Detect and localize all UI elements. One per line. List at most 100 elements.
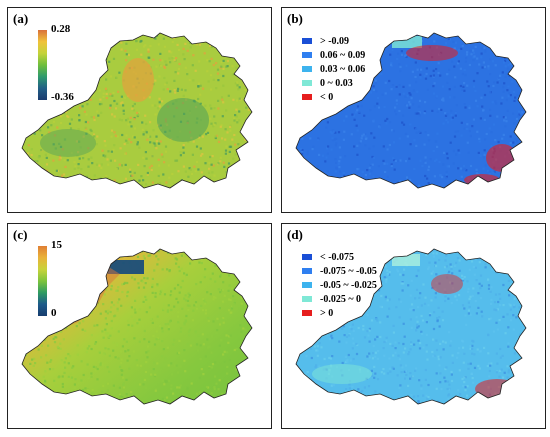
map-speckle — [225, 380, 228, 383]
map-speckle — [232, 170, 235, 173]
map-speckle — [205, 249, 208, 251]
map-speckle — [81, 33, 84, 34]
map-speckle — [102, 303, 105, 306]
map-speckle — [81, 105, 84, 108]
map-speckle — [334, 131, 337, 134]
legend-text: < 0 — [320, 91, 334, 103]
map-speckle — [107, 402, 110, 404]
map-speckle — [472, 56, 475, 59]
map-speckle — [371, 402, 374, 404]
map-speckle — [453, 96, 456, 99]
map-speckle — [515, 117, 519, 121]
map-speckle — [93, 135, 96, 138]
map-speckle — [356, 144, 359, 147]
map-speckle — [253, 183, 255, 185]
map-speckle — [515, 96, 518, 99]
map-speckle — [385, 249, 389, 253]
map-speckle — [355, 124, 358, 127]
map-speckle — [474, 300, 477, 303]
map-speckle — [70, 403, 73, 404]
map-speckle — [498, 251, 501, 254]
map-speckle — [472, 85, 476, 88]
map-speckle — [243, 369, 246, 373]
map-speckle — [235, 368, 238, 371]
map-speckle — [489, 108, 492, 111]
map-speckle — [161, 155, 164, 158]
map-speckle — [46, 361, 49, 364]
map-speckle — [45, 320, 48, 323]
map-speckle — [180, 254, 183, 257]
map-speckle — [333, 138, 336, 141]
map-speckle — [181, 279, 184, 283]
map-speckle — [418, 130, 421, 133]
map-speckle — [178, 351, 181, 354]
map-speckle — [460, 121, 463, 124]
map-speckle — [228, 358, 231, 362]
map-speckle — [68, 394, 71, 397]
map-speckle — [76, 154, 79, 157]
map-speckle — [107, 398, 110, 401]
map-speckle — [57, 251, 60, 254]
map-speckle — [377, 289, 381, 292]
map-speckle — [171, 294, 174, 297]
map-speckle — [461, 44, 464, 48]
map-speckle — [160, 289, 163, 292]
map-speckle — [96, 401, 99, 404]
map-speckle — [87, 66, 90, 69]
map-speckle — [465, 169, 468, 172]
map-speckle — [166, 251, 170, 254]
map-speckle — [187, 175, 190, 178]
map-speckle — [392, 141, 396, 144]
map-speckle — [44, 321, 47, 324]
map-speckle — [315, 349, 318, 352]
map-speckle — [196, 349, 200, 352]
map-speckle — [239, 261, 242, 264]
map-speckle — [28, 99, 31, 102]
map-speckle — [85, 276, 88, 279]
map-speckle — [231, 40, 234, 43]
map-speckle — [238, 307, 241, 310]
map-speckle — [165, 396, 169, 399]
map-speckle — [416, 407, 418, 409]
map-speckle — [508, 294, 511, 297]
map-speckle — [310, 389, 313, 392]
map-speckle — [471, 352, 474, 355]
map-speckle — [234, 153, 237, 156]
map-speckle — [141, 280, 144, 283]
map-speckle — [239, 75, 242, 78]
map-speckle — [330, 132, 333, 135]
legend-item: 0.03 ~ 0.06 — [302, 62, 365, 76]
map-speckle — [29, 340, 32, 343]
map-speckle — [123, 402, 126, 404]
map-speckle — [210, 163, 213, 166]
map-speckle — [19, 120, 21, 122]
map-speckle — [228, 335, 231, 338]
map-speckle — [227, 289, 230, 292]
map-speckle — [213, 387, 216, 391]
map-speckle — [378, 124, 381, 127]
map-speckle — [444, 291, 447, 294]
map-speckle — [72, 287, 75, 290]
map-speckle — [214, 38, 217, 41]
map-speckle — [252, 336, 254, 338]
map-speckle — [315, 112, 318, 115]
map-speckle — [504, 47, 507, 50]
map-speckle — [437, 62, 440, 65]
map-speckle — [305, 112, 308, 115]
map-speckle — [296, 309, 297, 313]
map-speckle — [303, 115, 307, 118]
map-speckle — [135, 48, 138, 51]
map-speckle — [398, 298, 401, 301]
map-speckle — [208, 161, 211, 165]
map-speckle — [47, 186, 50, 188]
map-speckle — [119, 365, 122, 368]
legend-swatch — [302, 66, 312, 72]
map-speckle — [507, 371, 510, 374]
map-speckle — [166, 346, 169, 349]
map-speckle — [204, 309, 207, 312]
map-speckle — [253, 63, 255, 65]
map-speckle — [186, 343, 189, 346]
map-speckle — [516, 338, 519, 341]
map-speckle — [351, 385, 354, 388]
map-speckle — [98, 36, 101, 39]
